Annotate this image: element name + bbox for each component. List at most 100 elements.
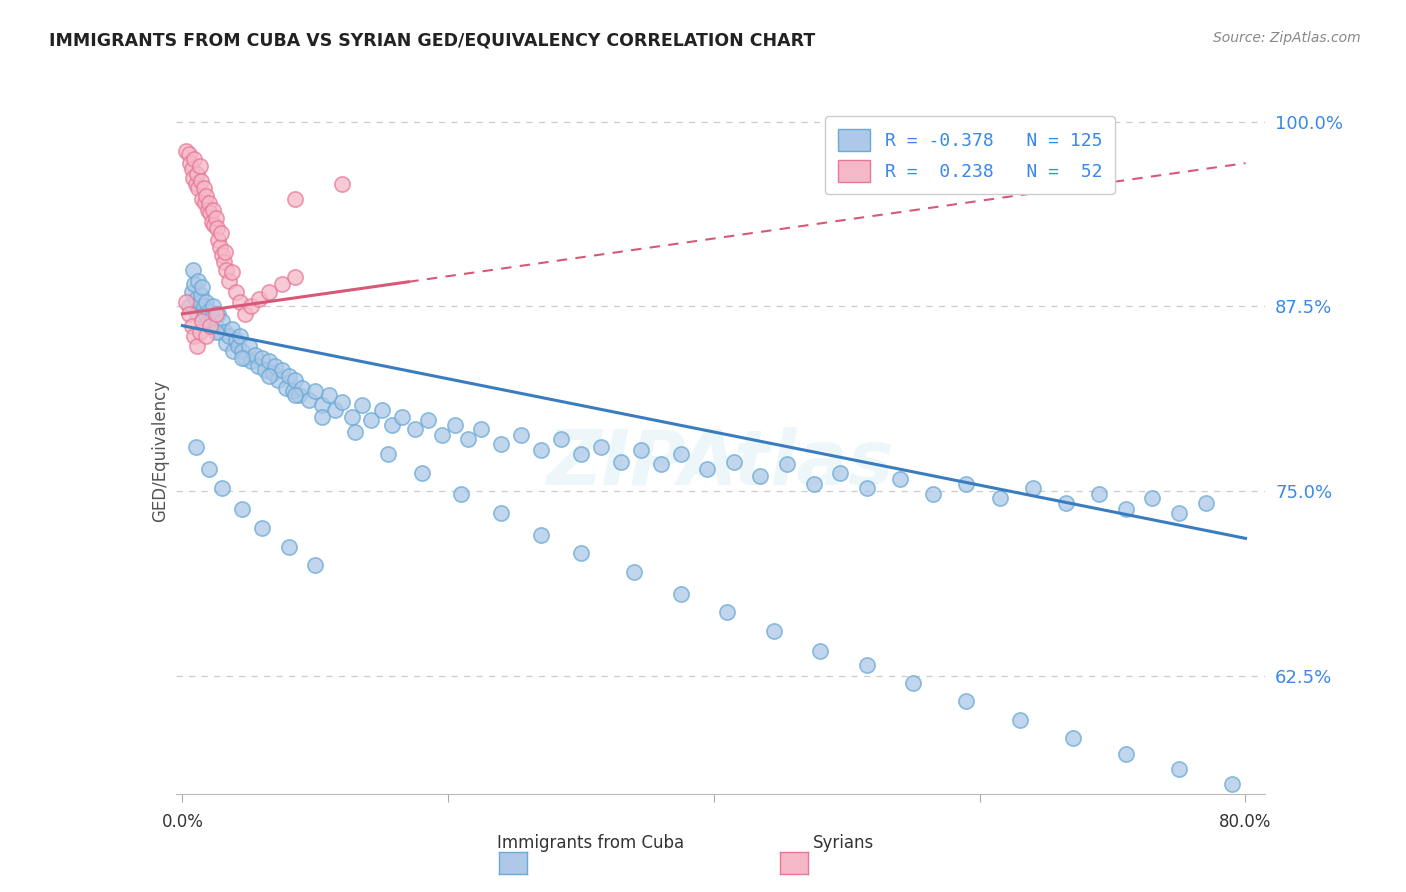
Point <box>226 339 249 353</box>
Point <box>190 174 212 188</box>
Point <box>211 481 233 495</box>
Point <box>288 388 311 402</box>
Point <box>179 156 201 170</box>
Point <box>430 428 453 442</box>
Point <box>204 325 226 339</box>
Point <box>284 192 307 206</box>
Point <box>418 413 440 427</box>
Point <box>1054 496 1077 510</box>
Point <box>180 285 202 299</box>
Point <box>215 262 238 277</box>
Point <box>311 398 333 412</box>
Point <box>176 295 198 310</box>
Point <box>1115 501 1137 516</box>
Point <box>510 428 533 442</box>
Text: Source: ZipAtlas.com: Source: ZipAtlas.com <box>1213 31 1361 45</box>
Point <box>723 454 745 468</box>
Point <box>184 440 207 454</box>
Point <box>177 307 200 321</box>
Point <box>200 318 222 333</box>
Point <box>776 458 799 472</box>
Point <box>284 269 307 284</box>
Point <box>204 318 226 333</box>
Point <box>205 221 228 235</box>
Point <box>257 368 280 383</box>
Point <box>284 388 307 402</box>
Point <box>350 398 373 412</box>
Point <box>177 147 200 161</box>
Point <box>298 392 321 407</box>
Point <box>330 395 353 409</box>
Point <box>457 433 479 447</box>
Point <box>569 546 592 560</box>
Point <box>180 318 202 333</box>
Point <box>250 521 273 535</box>
Point <box>808 643 831 657</box>
Point <box>208 240 231 254</box>
Point <box>404 422 426 436</box>
Point <box>201 203 224 218</box>
Point <box>212 255 235 269</box>
Point <box>233 351 256 366</box>
Point <box>181 262 204 277</box>
Point <box>188 325 211 339</box>
Point <box>1115 747 1137 761</box>
Point <box>183 152 205 166</box>
Point <box>257 285 280 299</box>
Point <box>225 285 247 299</box>
Point <box>207 233 229 247</box>
Point <box>183 277 205 292</box>
Point <box>183 329 205 343</box>
Point <box>491 506 513 520</box>
Point <box>610 454 633 468</box>
Point <box>623 566 645 580</box>
Point <box>988 491 1011 506</box>
Point <box>249 292 271 306</box>
Point <box>271 277 294 292</box>
Point <box>411 467 433 481</box>
Point <box>198 462 221 476</box>
Point <box>830 467 852 481</box>
Point <box>211 248 233 262</box>
Point <box>569 447 592 461</box>
Point <box>264 359 287 373</box>
Point <box>191 314 214 328</box>
Point <box>195 329 218 343</box>
Point <box>889 472 911 486</box>
Point <box>304 558 326 572</box>
Point <box>311 410 333 425</box>
Point <box>194 307 217 321</box>
Point <box>284 373 307 387</box>
Point <box>257 354 280 368</box>
Point <box>218 329 240 343</box>
Point <box>344 425 367 439</box>
Y-axis label: GED/Equivalency: GED/Equivalency <box>150 379 169 522</box>
Point <box>201 215 224 229</box>
Point <box>803 476 825 491</box>
Point <box>231 501 253 516</box>
Point <box>191 280 214 294</box>
Point <box>231 343 253 358</box>
Point <box>201 300 224 314</box>
Point <box>191 192 214 206</box>
Point <box>491 437 513 451</box>
Point <box>245 348 267 362</box>
Point <box>669 587 692 601</box>
Point <box>177 300 200 314</box>
Point <box>1168 506 1191 520</box>
Point <box>195 188 218 202</box>
Point <box>187 181 209 195</box>
Text: Immigrants from Cuba: Immigrants from Cuba <box>496 834 685 852</box>
Point <box>184 177 207 191</box>
Point <box>240 354 263 368</box>
Point <box>267 373 290 387</box>
Point <box>922 487 945 501</box>
Point <box>211 314 233 328</box>
Point <box>247 359 270 373</box>
Point <box>1062 731 1084 745</box>
Point <box>207 307 229 321</box>
Point <box>240 300 263 314</box>
Text: 80.0%: 80.0% <box>1219 814 1271 831</box>
Point <box>228 295 250 310</box>
Point <box>186 339 208 353</box>
